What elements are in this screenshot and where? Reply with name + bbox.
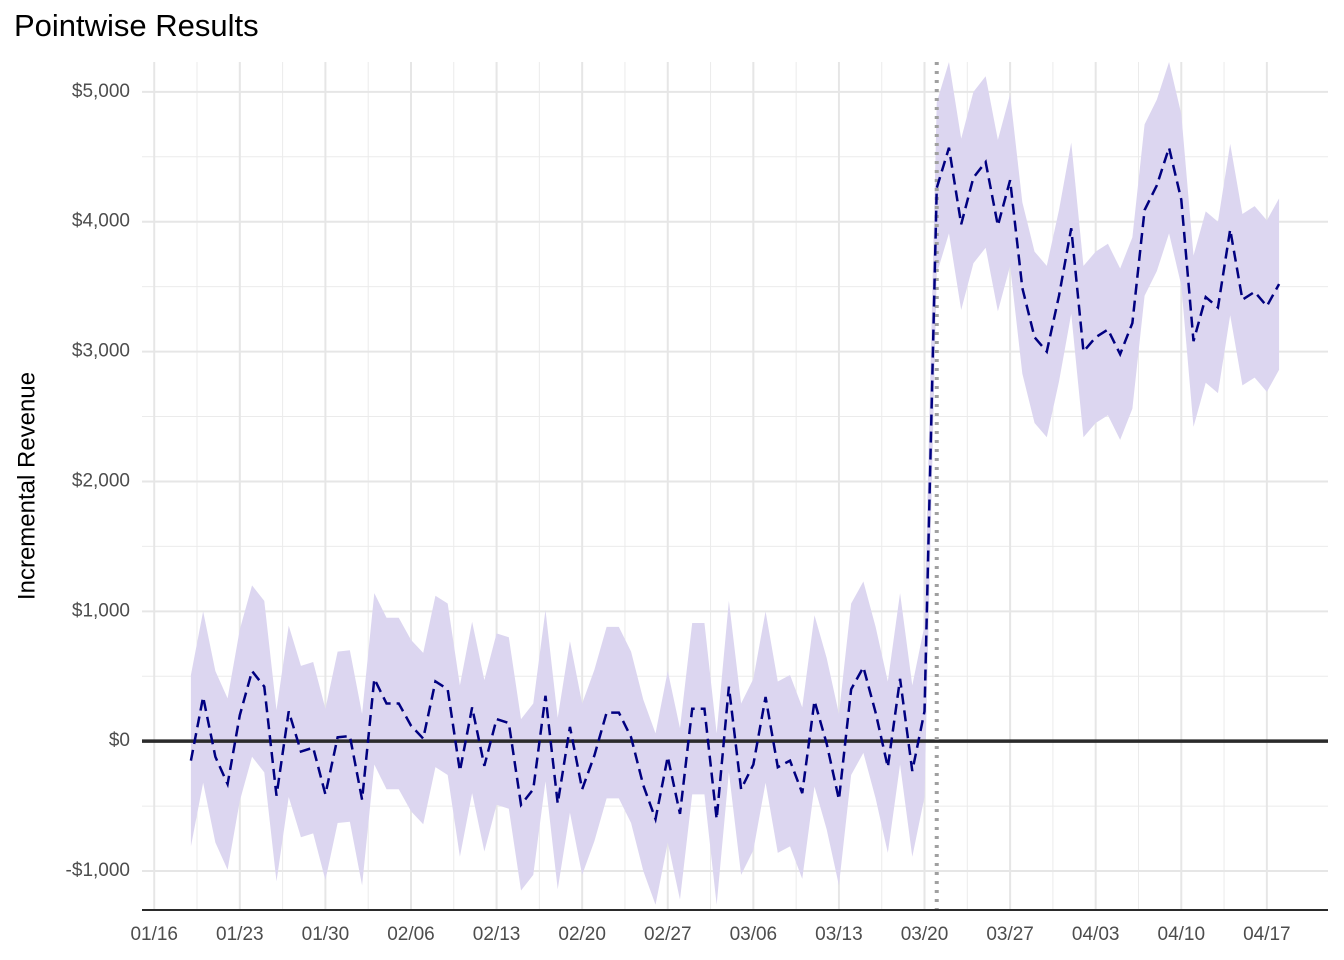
x-tick-label: 04/10: [1158, 924, 1206, 945]
y-tick-label: $4,000: [72, 211, 130, 232]
y-tick-label: $2,000: [72, 470, 130, 491]
x-tick-label: 01/23: [216, 924, 264, 945]
x-tick-label: 02/20: [558, 924, 606, 945]
y-tick-label: $0: [109, 730, 130, 751]
y-tick-label: $1,000: [72, 600, 130, 621]
y-tick-label: -$1,000: [66, 860, 130, 881]
x-tick-label: 02/27: [644, 924, 692, 945]
y-axis-label: Incremental Revenue: [13, 372, 40, 600]
x-tick-label: 04/03: [1072, 924, 1120, 945]
x-tick-label: 03/20: [901, 924, 949, 945]
y-tick-label: $3,000: [72, 341, 130, 362]
line: [189, 143, 1281, 824]
chart-title: Pointwise Results: [14, 8, 259, 43]
x-tick-label: 03/06: [730, 924, 778, 945]
y-tick-label: $5,000: [72, 81, 130, 102]
x-tick-label: 02/13: [473, 924, 521, 945]
x-tick-label: 04/17: [1243, 924, 1291, 945]
x-tick-label: 02/06: [387, 924, 435, 945]
x-tick-label: 03/13: [815, 924, 863, 945]
x-tick-label: 03/27: [986, 924, 1034, 945]
confidence-band: [190, 62, 1280, 905]
x-tick-label: 01/30: [302, 924, 350, 945]
x-tick-label: 01/16: [130, 924, 178, 945]
